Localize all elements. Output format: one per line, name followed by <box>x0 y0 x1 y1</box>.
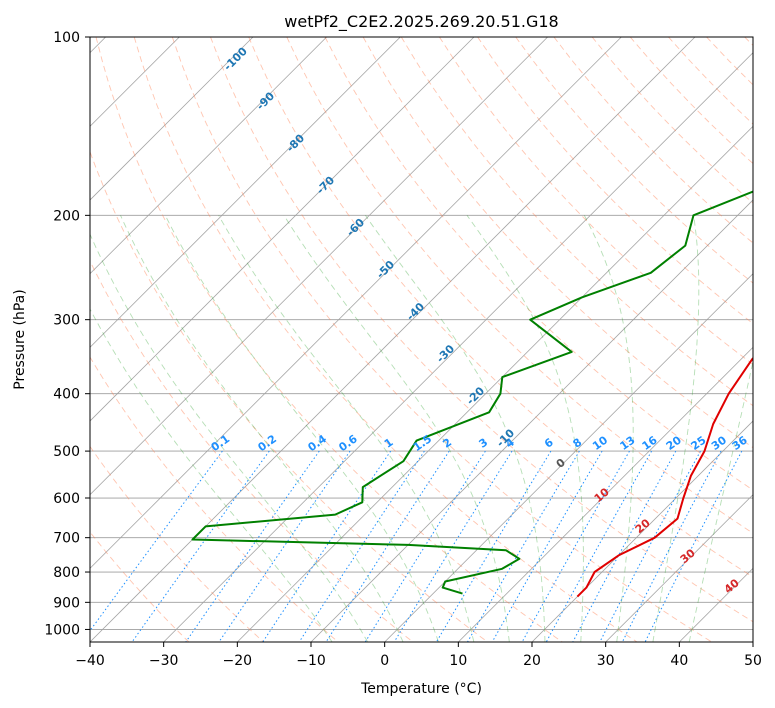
plot-frame <box>89 36 754 643</box>
dry-adiabat-line <box>286 37 753 534</box>
mixing-ratio-line <box>599 450 701 642</box>
isobar-grid-lines <box>90 37 753 630</box>
mixing-ratio-line <box>621 450 722 642</box>
y-tick-label: 600 <box>53 491 80 507</box>
isotherm-line <box>90 37 401 348</box>
dry-adiabat-lines <box>90 37 753 642</box>
moist-adiabat-line <box>466 215 584 642</box>
mixing-ratio-line <box>545 450 653 642</box>
moist-adiabat-line <box>90 308 333 642</box>
dry-adiabat-line <box>133 37 638 642</box>
isotherm-line <box>310 199 753 642</box>
dry-adiabat-line <box>210 37 753 623</box>
x-tick-label: 10 <box>449 653 467 669</box>
mixing-ratio-line <box>521 450 630 642</box>
isotherm-line <box>90 37 548 496</box>
y-tick-label: 300 <box>53 313 80 329</box>
dry-adiabat-line <box>90 445 264 642</box>
isotherm-lines <box>90 37 753 642</box>
x-tick-label: −10 <box>296 653 326 669</box>
moist-adiabat-line <box>583 215 634 642</box>
mixing-ratio-line <box>262 450 392 642</box>
isotherm-line <box>605 494 753 642</box>
isotherm-line <box>90 37 475 422</box>
chart-title: wetPf2_C2E2.2025.269.20.51.G18 <box>284 12 558 32</box>
y-axis-title: Pressure (hPa) <box>12 289 28 389</box>
dry-adiabat-line <box>439 37 753 365</box>
x-tick-label: 50 <box>744 653 762 669</box>
isotherm-line <box>90 37 254 201</box>
x-tick-label: 20 <box>523 653 541 669</box>
dry-adiabat-line <box>90 356 339 642</box>
x-tick-label: −30 <box>149 653 179 669</box>
y-tick-label: 700 <box>53 531 80 547</box>
x-tick-label: 0 <box>380 653 389 669</box>
y-tick-label: 100 <box>53 30 80 46</box>
dry-adiabat-line <box>90 150 488 642</box>
y-tick-label: 1000 <box>44 622 80 638</box>
mixing-ratio-lines <box>90 450 743 642</box>
dry-adiabat-line <box>171 37 712 642</box>
moist-adiabat-line <box>652 215 700 642</box>
x-tick-label: −40 <box>75 653 105 669</box>
mixing-ratio-line <box>393 450 513 642</box>
dry-adiabat-line <box>90 259 414 642</box>
isotherm-line <box>90 37 327 275</box>
mixing-ratio-line <box>185 450 320 642</box>
dry-adiabat-line <box>95 37 563 642</box>
moist-adiabat-line <box>218 215 475 642</box>
x-axis-title: Temperature (°C) <box>360 681 482 697</box>
mixing-ratio-line <box>572 450 677 642</box>
y-tick-label: 900 <box>53 595 80 611</box>
mixing-ratio-line <box>218 450 351 642</box>
y-tick-label: 500 <box>53 444 80 460</box>
isotherm-line <box>237 125 753 642</box>
mixing-ratio-line <box>90 450 223 632</box>
dewpoint-profile-line <box>191 190 753 595</box>
dry-adiabat-line <box>477 37 753 325</box>
moist-adiabat-line <box>90 233 369 642</box>
isotherm-line <box>90 37 622 569</box>
mixing-ratio-line <box>298 450 425 642</box>
mixing-ratio-line <box>491 450 603 642</box>
x-axis-ticks: −40 −30 −20 −10 0 10 20 30 40 50 <box>75 642 762 669</box>
y-tick-label: 400 <box>53 387 80 403</box>
isotherm-line <box>458 346 753 642</box>
y-tick-label: 800 <box>53 565 80 581</box>
x-tick-label: 40 <box>670 653 688 669</box>
moist-adiabat-lines <box>90 215 753 642</box>
x-tick-label: −20 <box>223 653 253 669</box>
temperature-profile-line <box>576 356 753 598</box>
moist-adiabat-line <box>283 215 510 642</box>
isotherm-line <box>531 420 753 642</box>
dry-adiabat-line <box>248 37 753 578</box>
isotherm-line <box>90 37 696 642</box>
moist-adiabat-line <box>365 215 546 642</box>
moist-adiabat-line <box>120 215 404 642</box>
isotherm-line <box>384 273 753 642</box>
moist-adiabat-line <box>164 215 439 642</box>
mixing-ratio-line <box>644 450 743 642</box>
x-tick-label: 30 <box>597 653 615 669</box>
y-tick-label: 200 <box>53 208 80 224</box>
y-axis-ticks: 100 200 300 400 500 600 700 800 900 1000 <box>44 30 90 638</box>
sounding-series <box>191 190 753 598</box>
dry-adiabat-line <box>324 37 753 491</box>
